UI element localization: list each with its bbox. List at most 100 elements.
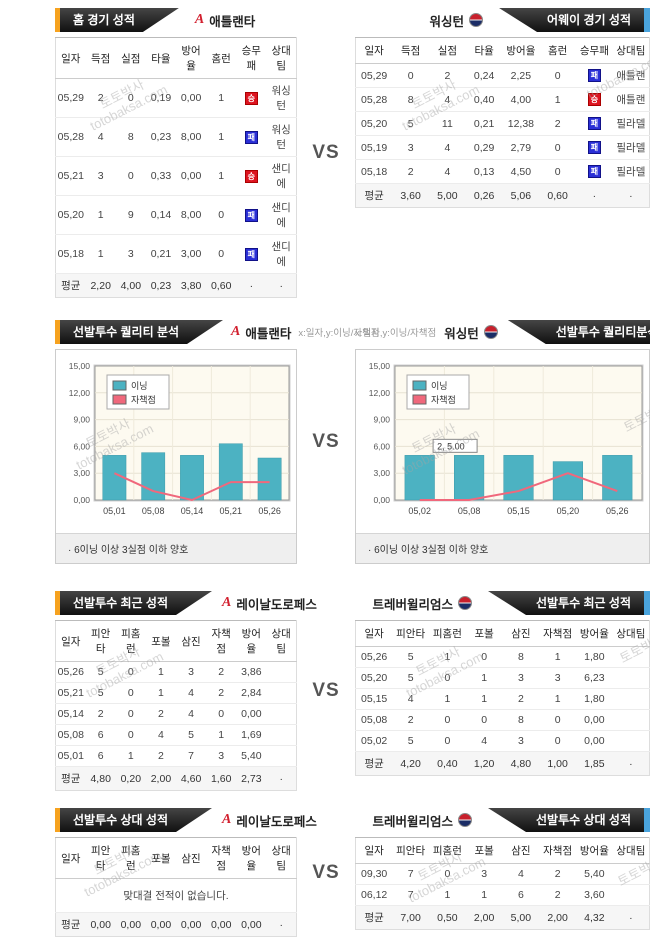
table-row: 06,12 7 1 1 6 2 3,60	[355, 884, 650, 906]
chart-note: · 6이닝 이상 3실점 이하 양호	[56, 533, 296, 563]
quality-chart-svg: 15,00 12,00 9,00 6,00 3,00 0,00 05,02 05,08 05,1…	[369, 361, 644, 516]
stats-table: 일자 피안타 피홈런 포볼 삼진 자책점 방어율 상대팀 09,30 7 0 3 4 2 5,40 06,12…	[355, 837, 650, 930]
orange-accent-bar	[55, 808, 60, 832]
table-cell: 8,00	[176, 117, 207, 157]
home-record-header: 홈 경기 성적 A 애틀랜타	[55, 8, 297, 32]
home-away-record-section: 홈 경기 성적 A 애틀랜타 일자 득점 실점 타율 방어율 홈런 승무패 상대팀 05,29 2…	[0, 8, 650, 298]
column-header: 방어율	[236, 620, 267, 662]
table-cell: 4,32	[576, 905, 613, 930]
chart-note: · 6이닝 이상 3실점 이하 양호	[356, 533, 649, 563]
table-cell: 05,01	[55, 745, 86, 767]
table-cell: 승	[576, 87, 613, 112]
table-cell: 0,21	[465, 111, 503, 136]
table-cell: 0,00	[176, 156, 207, 196]
table-cell: 2	[85, 78, 116, 118]
table-cell: 0,23	[145, 273, 176, 298]
washington-logo-icon	[483, 325, 498, 339]
x-tick-label: 05,20	[557, 506, 580, 516]
recent-right-banner: 선발투수 최근 성적	[488, 591, 644, 615]
table-cell: 0,13	[465, 159, 503, 184]
table-row: 05,20 1 9 0,14 8,00 0 패 샌디에	[55, 195, 297, 235]
earned-runs-line	[113, 472, 270, 501]
y-tick-label: 6,00	[373, 441, 390, 451]
column-header: 피안타	[85, 837, 116, 879]
column-header: 상대팀	[612, 620, 650, 647]
column-header: 피안타	[85, 620, 116, 662]
h2h-left-banner: 선발투수 상대 성적	[60, 808, 212, 832]
recent-left-panel: 선발투수 최근 성적 A 레이날도로페스 일자 피안타 피홈런 포볼 삼진 자책점 방어율 상…	[55, 591, 317, 791]
column-header: 자책점	[206, 620, 237, 662]
table-cell: 4,50	[502, 159, 540, 184]
table-header-row: 일자 피안타 피홈런 포볼 삼진 자책점 방어율 상대팀	[355, 620, 650, 647]
column-header: 일자	[355, 837, 393, 864]
column-header: 피홈런	[115, 837, 146, 879]
table-cell: 05,26	[55, 661, 86, 683]
table-cell: 05,26	[355, 646, 393, 668]
vs-label: VS	[312, 431, 340, 452]
column-header: 자책점	[206, 837, 237, 879]
table-cell: 0,26	[465, 183, 503, 208]
atlanta-logo-icon: A	[231, 324, 241, 339]
table-cell: 필라델	[612, 111, 650, 136]
table-cell: 1	[465, 667, 503, 689]
table-cell: 05,29	[355, 63, 393, 88]
column-header: 피홈런	[115, 620, 146, 662]
table-cell: 2	[502, 688, 540, 710]
table-row: 05,15 4 1 1 2 1 1,80	[355, 688, 650, 710]
table-cell: 2	[392, 709, 429, 731]
column-header: 승무패	[576, 37, 613, 64]
innings-bar	[257, 457, 282, 501]
table-cell: 05,28	[55, 117, 86, 157]
home-record-table: 일자 득점 실점 타율 방어율 홈런 승무패 상대팀 05,29 2 0 0,19 0,00 1 승 워싱턴 0…	[55, 37, 297, 298]
loss-badge: 패	[587, 117, 601, 130]
table-cell: 0,00	[576, 709, 613, 731]
table-cell: 필라델	[612, 159, 650, 184]
table-cell: 0	[115, 78, 146, 118]
team-name: 애틀랜타	[245, 326, 292, 341]
win-badge: 승	[244, 91, 258, 105]
y-tick-label: 6,00	[73, 441, 90, 451]
average-row: 평균 4,20 0,40 1,20 4,80 1,00 1,85 ·	[355, 751, 650, 776]
column-header: 홈런	[206, 37, 237, 79]
table-row: 05,29 2 0 0,19 0,00 1 승 워싱턴	[55, 78, 297, 118]
table-cell: 1	[429, 688, 466, 710]
table-cell: 4	[465, 730, 503, 752]
table-row: 05,14 2 0 2 4 0 0,00	[55, 703, 297, 725]
table-cell: 1	[465, 688, 503, 710]
table-cell: 1	[145, 682, 176, 704]
column-header: 포볼	[465, 837, 503, 864]
table-cell: 2	[206, 661, 237, 683]
table-cell: 1,80	[576, 646, 613, 668]
pitcher-label-williams: 트레버윌리엄스	[372, 811, 472, 830]
x-tick-label: 05,26	[258, 506, 281, 516]
table-header-row: 일자 득점 실점 타율 방어율 홈런 승무패 상대팀	[355, 37, 650, 64]
table-cell: 5	[392, 111, 429, 136]
table-cell: 2,00	[145, 766, 176, 791]
table-cell: 0,00	[115, 912, 146, 937]
h2h-right-panel: 트레버윌리엄스 선발투수 상대 성적 일자 피안타 피홈런 포볼 삼진 자책점 방어율 상대팀…	[355, 808, 650, 937]
y-tick-label: 3,00	[373, 468, 390, 478]
atlanta-logo-icon: A	[194, 12, 205, 27]
table-cell: 0	[539, 709, 576, 731]
table-cell: 0	[206, 234, 237, 274]
recent-right-header: 트레버윌리엄스 선발투수 최근 성적	[355, 591, 650, 615]
h2h-right-banner: 선발투수 상대 성적	[488, 808, 644, 832]
table-cell: ·	[236, 273, 267, 298]
quality-left-panel: 선발투수 퀄리티 분석 A 애틀랜타 x:일자,y:이닝/자책점 15,00 12…	[55, 320, 380, 564]
pitcher-h2h-section: 선발투수 상대 성적 A 레이날도로페스 일자 피안타 피홈런 포볼 삼진 자책점 방어율 상…	[0, 808, 650, 937]
table-cell	[612, 863, 650, 885]
team-label-atlanta: A 애틀랜타	[195, 11, 255, 30]
table-cell: ·	[612, 905, 650, 930]
table-cell: 워싱턴	[266, 78, 297, 118]
table-cell: 2	[539, 863, 576, 885]
blue-accent-bar	[644, 8, 650, 32]
average-row: 평균 4,80 0,20 2,00 4,60 1,60 2,73 ·	[55, 766, 297, 791]
table-cell: 1	[539, 87, 576, 112]
table-cell: 3	[206, 745, 237, 767]
table-cell: 5,40	[236, 745, 267, 767]
column-header: 실점	[429, 37, 466, 64]
table-cell: 05,20	[355, 667, 393, 689]
team-label-washington: 워싱턴	[430, 11, 484, 30]
table-cell: 2,00	[539, 905, 576, 930]
table-cell: 05,02	[355, 730, 393, 752]
